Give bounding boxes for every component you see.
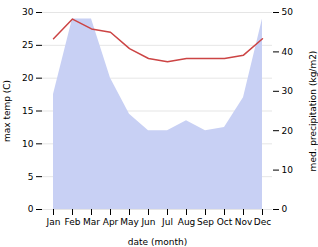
svg-text:Dec: Dec <box>254 217 271 227</box>
svg-text:0: 0 <box>28 204 34 214</box>
svg-text:Apr: Apr <box>103 217 119 227</box>
svg-text:40: 40 <box>282 47 294 57</box>
svg-text:May: May <box>120 217 139 227</box>
svg-text:Jun: Jun <box>140 217 155 227</box>
svg-text:Jul: Jul <box>161 217 173 227</box>
svg-text:Nov: Nov <box>235 217 253 227</box>
svg-text:30: 30 <box>22 7 34 17</box>
svg-text:20: 20 <box>22 73 34 83</box>
svg-text:30: 30 <box>282 86 294 96</box>
svg-text:50: 50 <box>282 7 294 17</box>
svg-text:10: 10 <box>22 139 34 149</box>
svg-text:max temp (C): max temp (C) <box>2 80 12 142</box>
svg-text:Feb: Feb <box>65 217 81 227</box>
svg-text:date (month): date (month) <box>128 237 187 247</box>
svg-text:med. precipitation (kg/m2): med. precipitation (kg/m2) <box>308 51 318 172</box>
svg-text:Mar: Mar <box>83 217 100 227</box>
svg-text:Oct: Oct <box>217 217 233 227</box>
svg-text:10: 10 <box>282 165 294 175</box>
svg-text:Jan: Jan <box>46 217 61 227</box>
svg-text:20: 20 <box>282 126 294 136</box>
svg-text:Aug: Aug <box>178 217 196 227</box>
svg-text:15: 15 <box>22 106 33 116</box>
svg-text:Sep: Sep <box>197 217 214 227</box>
svg-text:0: 0 <box>282 204 288 214</box>
svg-text:25: 25 <box>22 40 33 50</box>
svg-text:5: 5 <box>28 172 34 182</box>
